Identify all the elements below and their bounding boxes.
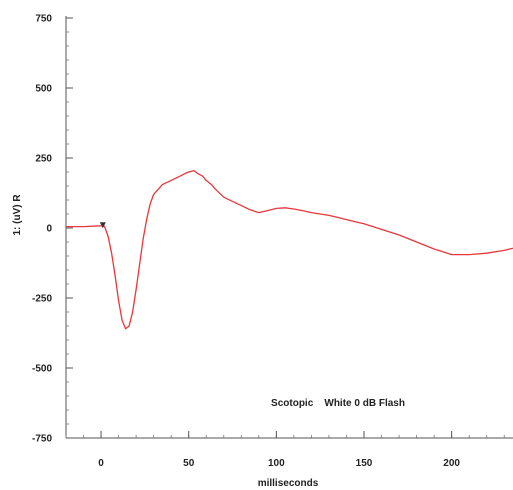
y-tick-label: 250 [35, 154, 52, 165]
y-tick-label: -250 [32, 294, 52, 305]
y-tick-label: -500 [32, 364, 52, 375]
y-tick-label: 750 [35, 14, 52, 25]
x-tick-label: 150 [356, 458, 373, 469]
y-axis-title: 1: (uV) R [12, 194, 23, 236]
y-tick-label: 0 [46, 224, 52, 235]
x-tick-label: 50 [183, 458, 195, 469]
chart-annotation: Scotopic White 0 dB Flash [271, 398, 405, 409]
y-tick-label: 500 [35, 84, 52, 95]
stimulus-marker [99, 222, 106, 229]
x-axis-title: milliseconds [258, 478, 319, 489]
x-tick-label: 0 [98, 458, 104, 469]
ticks: 750 500 250 0 -250 -500 -750 0 50 100 150 200 [32, 14, 505, 469]
series-line [66, 169, 513, 330]
x-tick-label: 100 [268, 458, 285, 469]
axes [65, 16, 513, 439]
x-tick-label: 200 [443, 458, 460, 469]
plot-area [66, 169, 513, 330]
y-tick-label: -750 [32, 434, 52, 445]
